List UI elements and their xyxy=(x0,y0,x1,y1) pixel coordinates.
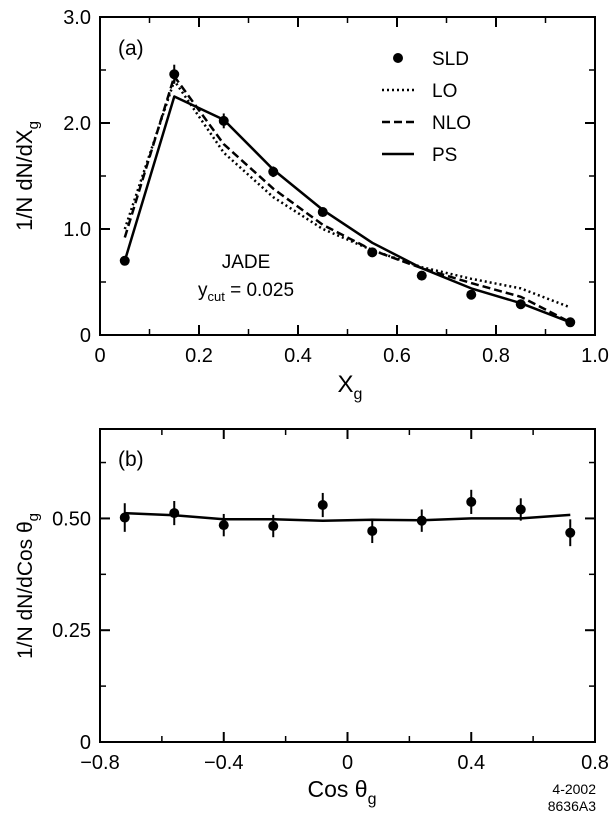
data-point-sld xyxy=(119,255,130,266)
x-tick-label: 0 xyxy=(342,752,353,774)
data-point-sld xyxy=(218,520,229,531)
data-point-sld xyxy=(268,521,279,532)
annotation-jade: JADE xyxy=(222,252,271,273)
panel-label-b: (b) xyxy=(118,448,144,471)
y-tick-label: 1.0 xyxy=(63,219,91,241)
data-point-sld xyxy=(367,525,378,536)
data-point-sld xyxy=(169,69,180,80)
panel-a: 0 0.2 0.4 0.6 0.8 1.0 0 1.0 2.0 3.0 (a) SLD LO N… xyxy=(12,7,609,403)
series-lines-a xyxy=(123,75,571,324)
x-tick-label: 0.8 xyxy=(581,752,609,774)
footer-figure-code: 8636A3 xyxy=(548,798,596,814)
data-point-sld xyxy=(515,299,526,310)
data-point-sld xyxy=(515,504,526,515)
legend-label-ps: PS xyxy=(432,145,457,166)
data-point-sld xyxy=(367,247,378,258)
y-tick-label: 0 xyxy=(80,325,91,347)
x-tick-label: 0.4 xyxy=(284,345,312,367)
x-tick-label: 0.6 xyxy=(383,345,411,367)
data-point-sld xyxy=(466,289,477,300)
y-tick-labels-a: 0 1.0 2.0 3.0 xyxy=(63,7,91,347)
x-tick-label: 0.2 xyxy=(185,345,213,367)
legend-label-sld: SLD xyxy=(432,49,469,70)
footer-date-code: 4-2002 xyxy=(552,781,596,797)
tick-marks-a xyxy=(99,16,596,336)
x-tick-label: 0 xyxy=(94,345,105,367)
sld-points-b xyxy=(119,489,576,547)
series-line-nlo xyxy=(123,75,571,324)
data-point-sld xyxy=(268,166,279,177)
data-point-sld xyxy=(466,496,477,507)
data-point-sld xyxy=(317,500,328,511)
x-axis-title-a: Xg xyxy=(338,371,363,403)
x-tick-label: 0.8 xyxy=(482,345,510,367)
data-point-sld xyxy=(416,270,427,281)
legend-label-nlo: NLO xyxy=(432,113,471,134)
y-axis-title-a: 1/N dN/dXg xyxy=(12,121,42,231)
legend-a: SLD LO NLO PS xyxy=(382,49,471,166)
y-tick-label: 3.0 xyxy=(63,7,91,29)
series-line-ps xyxy=(124,511,571,522)
annotation-ycut: ycut = 0.025 xyxy=(198,280,294,304)
y-tick-labels-b: 0 0.25 0.50 xyxy=(52,508,91,754)
y-tick-label: 0.50 xyxy=(52,508,91,530)
data-point-sld xyxy=(218,115,229,126)
y-tick-label: 0.25 xyxy=(52,620,91,642)
x-tick-label: 1.0 xyxy=(581,345,609,367)
y-tick-label: 0 xyxy=(80,732,91,754)
x-tick-label: −0.8 xyxy=(80,752,119,774)
series-line-ps xyxy=(123,95,571,324)
y-tick-label: 2.0 xyxy=(63,113,91,135)
x-tick-labels-a: 0 0.2 0.4 0.6 0.8 1.0 xyxy=(94,345,608,367)
tick-marks-b xyxy=(99,429,596,743)
data-point-sld xyxy=(119,512,130,523)
data-point-sld xyxy=(317,207,328,218)
sld-points-a xyxy=(119,64,576,328)
panel-b: −0.8 −0.4 0 0.4 0.8 0 0.25 0.50 (b) Cos θg 1/N… xyxy=(14,428,609,808)
data-point-sld xyxy=(565,527,576,538)
data-point-sld xyxy=(169,508,180,519)
plot-frame-b xyxy=(99,428,596,743)
x-tick-label: 0.4 xyxy=(457,752,485,774)
series-lines-b xyxy=(124,511,571,522)
legend-label-lo: LO xyxy=(432,81,457,102)
legend-marker-sld xyxy=(393,53,403,63)
panel-label-a: (a) xyxy=(118,37,144,60)
data-point-sld xyxy=(565,317,576,328)
x-tick-labels-b: −0.8 −0.4 0 0.4 0.8 xyxy=(80,752,609,774)
series-line-lo xyxy=(123,79,571,309)
data-point-sld xyxy=(416,515,427,526)
x-axis-title-b: Cos θg xyxy=(308,776,377,808)
y-axis-title-b: 1/N dN/dCos θg xyxy=(14,513,42,659)
x-tick-label: −0.4 xyxy=(204,752,243,774)
